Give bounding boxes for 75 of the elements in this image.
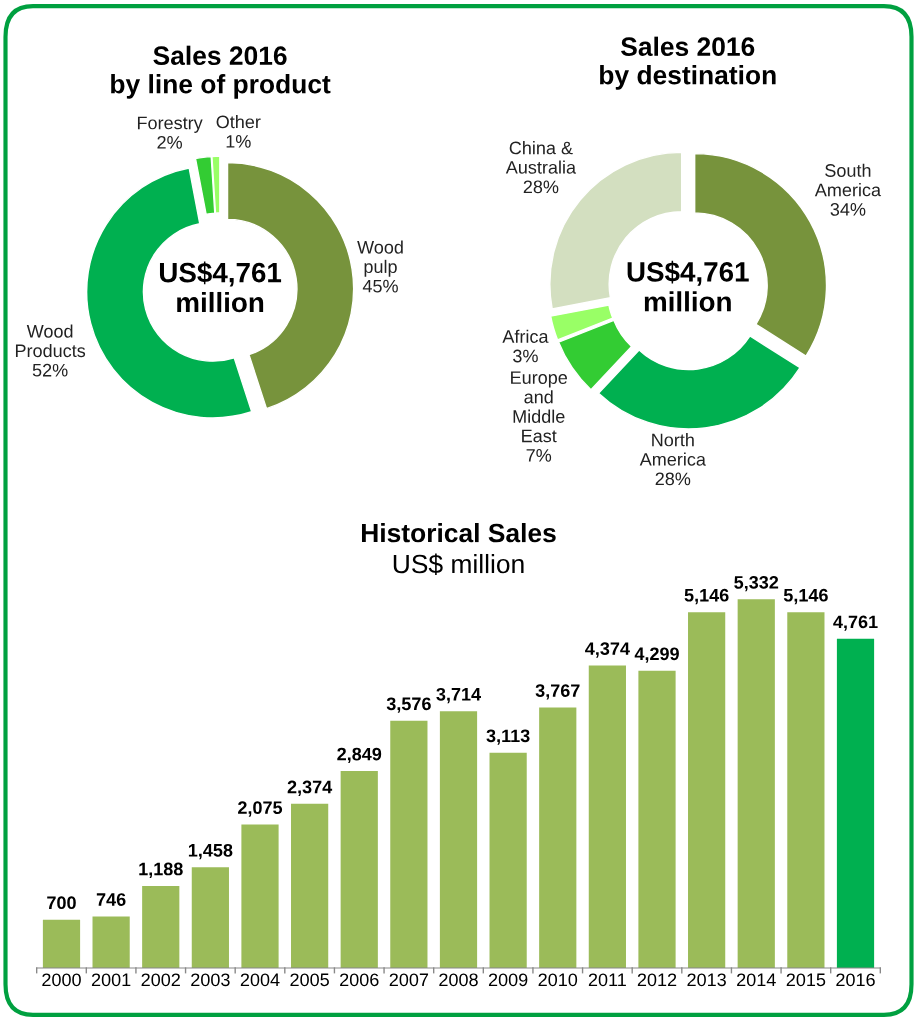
data-label: 4,761 [833,615,878,631]
bar [439,711,478,969]
data-label: 1% [226,135,251,148]
x-tick-label: 2015 [786,973,826,987]
x-tick-label: 2011 [588,973,626,987]
data-label: 28% [655,472,691,486]
x-tick-label: 2016 [836,973,875,987]
x-tick-label: 2006 [340,973,379,987]
chart-title: Sales 2016 by destination [600,36,776,90]
data-label: 4,299 [634,647,679,663]
data-label: 1,188 [139,862,183,878]
bar [340,771,378,969]
slice-label: Wood Products [15,324,86,358]
bar [489,752,527,969]
text: US$4,761 million [159,261,282,313]
bar [539,707,577,969]
x-tick-label: 2002 [141,973,180,987]
data-label: 5,146 [783,588,828,605]
bar [142,885,180,969]
bar [191,867,229,969]
slice-label: Africa [502,329,549,343]
chart-subtitle: US$ million [393,553,524,575]
slice-label: South America [814,163,882,197]
data-label: 2,849 [337,747,382,764]
slice-label: Wood pulp [357,240,403,277]
data-label: 3% [513,349,538,363]
bar [787,612,825,969]
x-tick-label: 2007 [389,973,429,987]
x-tick-label: 2013 [687,973,726,987]
chart-title: Historical Sales [362,522,556,543]
bar [390,720,428,969]
x-tick-label: 2014 [737,973,776,987]
bar [638,670,676,969]
data-label: 2,374 [287,780,333,796]
slice-label: Other [216,115,261,129]
data-label: 28% [523,180,559,194]
bar [241,824,279,969]
data-label: 52% [32,363,68,377]
x-tick-label: 2003 [191,973,230,987]
slice-label: Europe and Middle East [511,371,568,443]
data-label: 746 [96,893,126,906]
x-tick-label: 2009 [488,973,528,987]
text: US$4,761 million [627,260,749,312]
x-tick-label: 2001 [91,973,131,987]
x-tick-label: 2004 [240,973,280,987]
data-label: 3,576 [386,697,431,713]
slice-label: North America [639,433,706,466]
x-tick-label: 2008 [439,973,478,987]
slice-label: China & Australia [505,141,577,174]
bar [836,638,875,969]
data-label: 2,075 [238,801,283,817]
data-label: 4,374 [585,642,630,658]
data-label: 700 [47,896,76,910]
bar [588,665,626,969]
x-tick-label: 2000 [42,973,81,987]
data-label: 5,146 [684,588,729,605]
data-label: 2% [157,135,182,149]
x-tick-label: 2010 [538,973,578,987]
bar [737,599,775,969]
data-label: 3,714 [436,687,481,704]
bar [688,612,726,969]
chart-title: Sales 2016 by line of product [111,45,331,99]
bar [42,919,81,969]
data-label: 7% [526,449,552,462]
data-label: 5,332 [734,575,779,592]
data-label: 45% [362,279,398,293]
data-label: 1,458 [188,843,233,860]
x-tick-label: 2012 [637,973,677,987]
data-label: 3,113 [486,729,530,745]
bar [92,916,130,969]
bar [291,803,329,969]
slice-label: Forestry [137,116,203,133]
data-label: 3,767 [535,684,580,700]
x-tick-label: 2005 [290,973,329,987]
data-label: 34% [830,203,866,216]
